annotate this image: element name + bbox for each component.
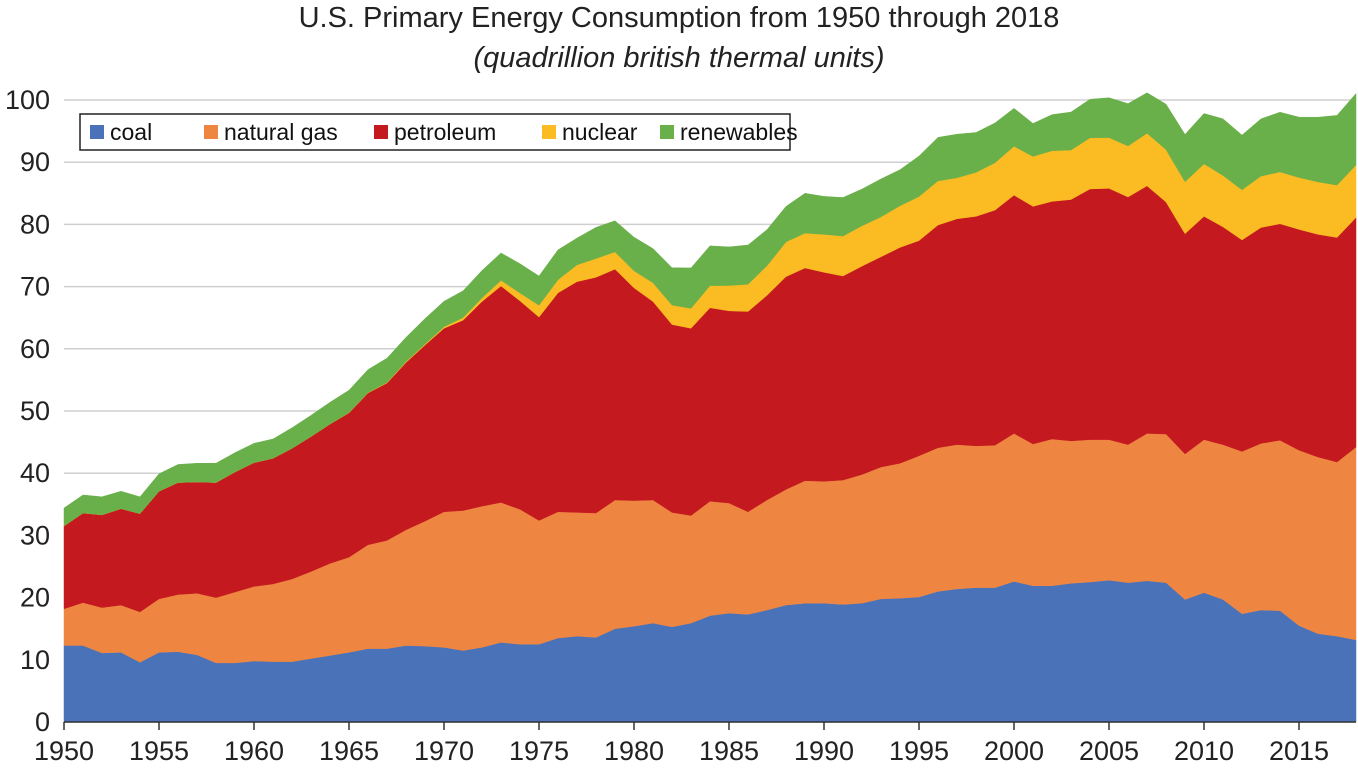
legend-swatch-renewables [660, 125, 674, 139]
legend-label-petroleum: petroleum [394, 119, 496, 145]
y-tick-label-30: 30 [20, 520, 50, 550]
legend-swatch-coal [90, 125, 104, 139]
x-tick-label-1980: 1980 [604, 736, 664, 766]
legend-swatch-natural-gas [204, 125, 218, 139]
y-tick-label-50: 50 [20, 396, 50, 426]
legend-swatch-nuclear [542, 125, 556, 139]
x-tick-label-2005: 2005 [1079, 736, 1139, 766]
x-tick-label-1995: 1995 [889, 736, 949, 766]
y-tick-label-40: 40 [20, 458, 50, 488]
y-tick-label-90: 90 [20, 147, 50, 177]
x-tick-label-1975: 1975 [509, 736, 569, 766]
x-tick-label-1990: 1990 [794, 736, 854, 766]
chart-title: U.S. Primary Energy Consumption from 195… [298, 2, 1060, 34]
legend: coal natural gas petroleum nuclear renewable… [79, 113, 798, 151]
y-tick-label-0: 0 [35, 707, 50, 737]
x-tick-label-1950: 1950 [34, 736, 94, 766]
y-tick-label-20: 20 [20, 583, 50, 613]
x-tick-label-2010: 2010 [1174, 736, 1234, 766]
area-renewables [63, 92, 1357, 527]
x-tick-label-1955: 1955 [129, 736, 189, 766]
legend-swatch-petroleum [374, 125, 388, 139]
legend-label-natural-gas: natural gas [224, 119, 338, 145]
x-tick-label-1985: 1985 [699, 736, 759, 766]
x-tick-label-2000: 2000 [984, 736, 1044, 766]
axes: 0 10 20 30 40 50 60 70 80 90 100 1950 1955 1960 1965 19… [5, 85, 1356, 766]
x-tick-label-2015: 2015 [1269, 736, 1329, 766]
legend-label-nuclear: nuclear [562, 119, 638, 145]
y-tick-label-100: 100 [5, 85, 50, 115]
legend-label-renewables: renewables [680, 119, 798, 145]
area-series [63, 92, 1357, 723]
x-tick-label-1960: 1960 [224, 736, 284, 766]
x-tick-label-1970: 1970 [414, 736, 474, 766]
chart-subtitle: (quadrillion british thermal units) [473, 42, 885, 74]
y-tick-label-60: 60 [20, 334, 50, 364]
x-tick-label-1965: 1965 [319, 736, 379, 766]
y-tick-label-10: 10 [20, 645, 50, 675]
y-tick-label-80: 80 [20, 209, 50, 239]
y-tick-label-70: 70 [20, 272, 50, 302]
legend-label-coal: coal [110, 119, 152, 145]
